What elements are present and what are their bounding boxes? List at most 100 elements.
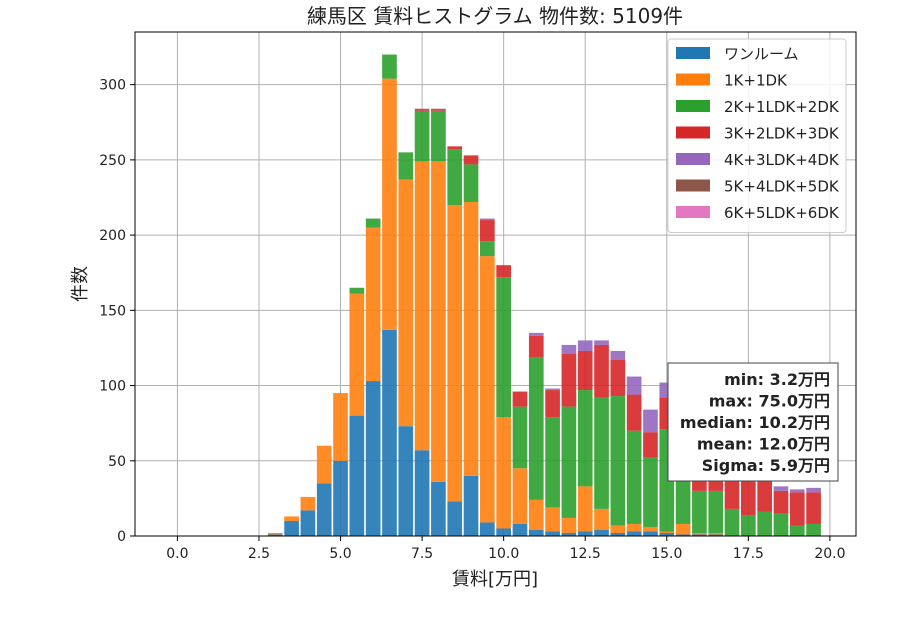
bar-segment	[398, 152, 414, 180]
bar-segment	[496, 528, 511, 536]
bar-segment	[414, 108, 430, 111]
bar-segment	[398, 426, 414, 536]
legend-box	[667, 38, 847, 233]
y-tick-label: 150	[99, 303, 126, 319]
bar-segment	[365, 381, 381, 536]
stats-line: median: 10.2万円	[680, 413, 830, 432]
bar-segment	[512, 468, 528, 524]
bar-segment	[284, 520, 299, 536]
bar-segment	[789, 492, 805, 526]
bar-segment	[577, 390, 593, 487]
x-tick-label: 7.5	[411, 546, 433, 562]
bar-segment	[496, 417, 511, 529]
bar-segment	[806, 487, 821, 493]
bar-segment	[740, 477, 756, 515]
x-tick-label: 17.5	[733, 546, 764, 562]
bar-segment	[365, 218, 381, 228]
bar-segment	[528, 529, 544, 536]
bar-segment	[757, 511, 772, 536]
bar-segment	[577, 531, 593, 536]
stats-line: min: 3.2万円	[724, 370, 830, 389]
bar-segment	[545, 417, 560, 508]
x-tick-label: 10.0	[488, 546, 519, 562]
x-axis-label: 賃料[万円]	[452, 569, 538, 590]
bar-segment	[577, 340, 593, 351]
bar-segment	[643, 531, 658, 536]
legend: ワンルーム 1K+1DK 2K+1LDK+2DK 3K+2LDK+3DK 4K+3LDK…	[667, 38, 847, 233]
legend-swatch	[676, 153, 710, 165]
bar-segment	[643, 457, 658, 527]
bar-segment	[528, 499, 544, 530]
bar-segment	[431, 110, 446, 112]
bar-segment	[643, 432, 658, 458]
bar-segment	[594, 529, 609, 536]
bar-segment	[610, 525, 626, 533]
x-tick-label: 5.0	[329, 546, 351, 562]
y-tick-label: 250	[99, 153, 126, 169]
bar-segment	[675, 523, 691, 535]
bar-segment	[643, 526, 658, 532]
bar-segment	[773, 486, 789, 491]
y-tick-label: 100	[99, 379, 126, 395]
stats-line: mean: 12.0万円	[697, 435, 830, 454]
bar-segment	[349, 287, 365, 294]
bar-segment	[382, 78, 397, 330]
bar-segment	[594, 508, 609, 530]
bar-segment	[773, 490, 789, 514]
bar-segment	[480, 241, 495, 257]
stats-box-frame	[667, 362, 839, 482]
stats-line: max: 75.0万円	[709, 392, 830, 411]
bar-segment	[610, 359, 626, 397]
bar-segment	[626, 531, 642, 536]
y-tick-label: 50	[108, 454, 126, 470]
bar-segment	[382, 54, 397, 79]
bar-segment	[545, 507, 560, 532]
bar-segment	[480, 256, 495, 523]
legend-label: 5K+4LDK+5DK	[724, 178, 840, 196]
legend-label: 1K+1DK	[724, 72, 788, 90]
bar-segment	[659, 531, 675, 533]
bar-segment	[789, 489, 805, 493]
bar-segment	[806, 492, 821, 524]
bar-segment	[789, 525, 805, 536]
bar-segment	[594, 397, 609, 509]
bar-segment	[626, 430, 642, 524]
bar-segment	[480, 218, 495, 221]
bar-segment	[561, 406, 577, 518]
bar-segment	[414, 450, 430, 536]
stats-box: min: 3.2万円 max: 75.0万円 median: 10.2万円 mean:…	[667, 362, 839, 482]
bar-segment	[447, 149, 463, 206]
bar-segment	[365, 227, 381, 382]
legend-label: 6K+5LDK+6DK	[724, 204, 840, 222]
bar-segment	[806, 523, 821, 536]
bar-segment	[692, 532, 707, 535]
y-tick-label: 0	[117, 529, 126, 545]
bar-segment	[284, 516, 299, 521]
x-tick-label: 2.5	[248, 546, 270, 562]
bar-segment	[659, 532, 675, 536]
bar-segment	[512, 406, 528, 469]
legend-swatch	[676, 47, 710, 59]
bar-segment	[333, 460, 348, 536]
bar-segment	[561, 353, 577, 407]
x-tick-label: 15.0	[651, 546, 682, 562]
bar-segment	[267, 534, 283, 536]
bar-segment	[561, 532, 577, 536]
bar-segment	[447, 205, 463, 502]
bar-segment	[431, 481, 446, 536]
legend-swatch	[676, 179, 710, 192]
bar-segment	[577, 350, 593, 391]
legend-label: ワンルーム	[724, 45, 799, 63]
bar-segment	[349, 415, 365, 536]
bar-segment	[528, 332, 544, 336]
bar-segment	[316, 483, 332, 536]
bar-segment	[463, 164, 479, 203]
bar-segment	[382, 329, 397, 536]
bar-segment	[267, 532, 283, 535]
bar-segment	[692, 534, 707, 536]
bar-segment	[692, 490, 707, 533]
bar-segment	[610, 350, 626, 360]
bar-segment	[610, 396, 626, 526]
bar-segment	[512, 523, 528, 536]
